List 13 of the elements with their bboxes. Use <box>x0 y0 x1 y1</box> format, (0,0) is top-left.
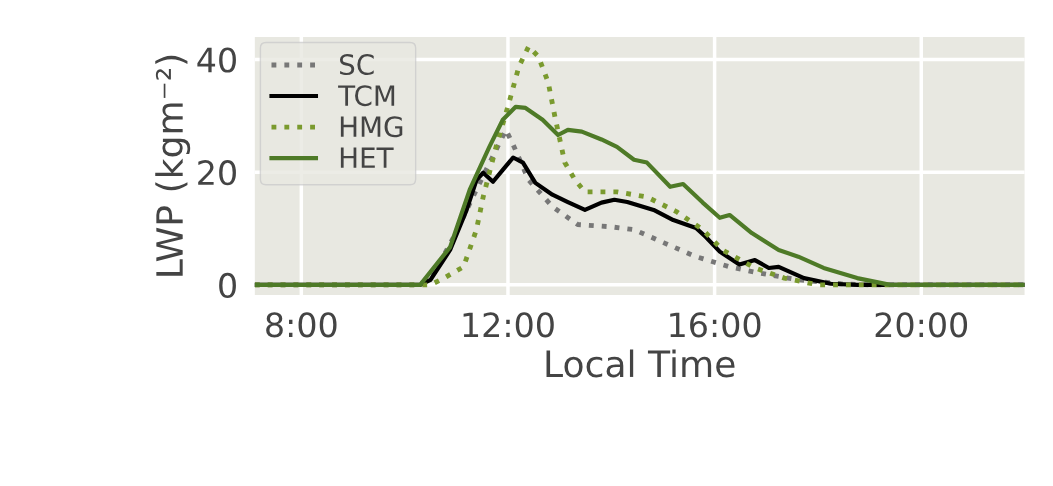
legend-label: TCM <box>338 85 395 107</box>
legend-label: HMG <box>340 116 403 138</box>
y-tick-label: 0 <box>219 272 236 298</box>
y-axis-title: LWP (kgm⁻²) <box>155 55 191 276</box>
x-tick-label: 20:00 <box>875 312 968 338</box>
y-tick-label: 20 <box>198 160 236 186</box>
x-axis-title: Local Time <box>546 349 735 378</box>
x-tick-label: 8:00 <box>266 312 337 338</box>
x-tick-label: 12:00 <box>463 312 554 338</box>
y-tick-label: 40 <box>197 47 236 73</box>
legend-label: HET <box>340 147 394 168</box>
legend-label: SC <box>339 54 374 76</box>
x-tick-label: 16:00 <box>670 312 761 338</box>
